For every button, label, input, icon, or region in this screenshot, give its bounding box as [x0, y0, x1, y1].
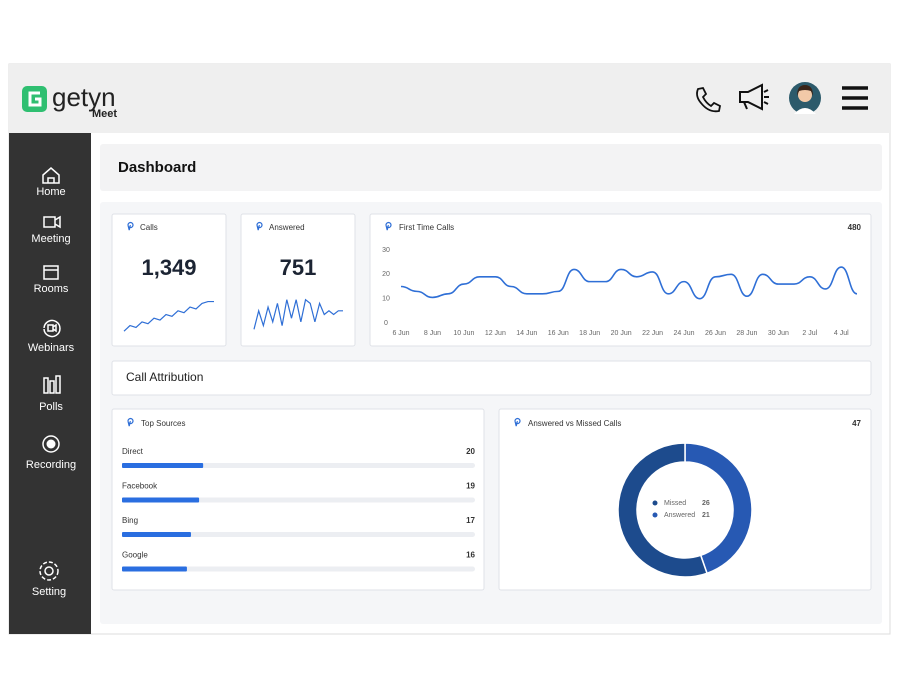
line-card — [369, 213, 872, 347]
nav-item[interactable]: Setting — [32, 586, 66, 598]
donut-slice — [617, 442, 708, 578]
pin-icons — [127, 221, 521, 427]
stat-value: 751 — [280, 255, 317, 280]
setting-gear — [39, 561, 59, 581]
x-tick-label: 18 Jun — [579, 330, 600, 337]
menu-icon[interactable] — [842, 86, 868, 110]
bar-label: Facebook — [122, 482, 158, 491]
nav-item[interactable]: Rooms — [34, 283, 69, 295]
avatar[interactable] — [789, 82, 821, 114]
x-tick-label: 6 Jun — [392, 330, 409, 337]
x-tick-label: 28 Jun — [736, 330, 757, 337]
meeting-icon — [43, 215, 61, 229]
x-tick-label: 2 Jul — [802, 330, 817, 337]
logo-text: getyn — [52, 82, 116, 112]
recording-dot — [46, 439, 56, 449]
bar-track — [122, 463, 475, 468]
bar-track — [122, 532, 475, 537]
bar-label: Direct — [122, 447, 144, 456]
announce-icon[interactable] — [739, 83, 769, 111]
card-title: Top Sources — [141, 419, 185, 428]
nav-item[interactable]: Polls — [39, 401, 63, 413]
y-tick-label: 20 — [382, 271, 390, 278]
legend-label: Missed — [664, 500, 686, 507]
legend-dot — [652, 512, 658, 518]
x-tick-label: 20 Jun — [611, 330, 632, 337]
x-tick-label: 4 Jul — [834, 330, 849, 337]
bar — [122, 532, 191, 537]
bar-value: 20 — [466, 447, 475, 456]
section-title: Call Attribution — [126, 370, 203, 384]
legend-label: Answered — [664, 512, 695, 519]
card-title: Calls — [140, 223, 158, 232]
bar-value: 19 — [466, 482, 475, 491]
bar-track — [122, 497, 475, 503]
nav-item[interactable]: Meeting — [31, 233, 70, 245]
donut-card — [498, 408, 872, 591]
x-tick-label: 8 Jun — [424, 330, 441, 337]
bar-value: 16 — [466, 551, 475, 560]
rooms-icon — [43, 265, 59, 280]
legend-value: 26 — [702, 500, 710, 507]
y-tick-label: 30 — [382, 247, 390, 254]
calls-card — [111, 213, 227, 347]
legend-dot — [652, 500, 658, 506]
home-icon — [42, 167, 60, 184]
sparkline — [123, 300, 214, 332]
top-bar — [9, 64, 890, 133]
webinars-icon — [43, 319, 61, 338]
avatar-body — [794, 108, 816, 114]
legend-value: 21 — [702, 512, 710, 519]
x-tick-label: 10 Jun — [453, 330, 474, 337]
y-tick-label: 10 — [382, 296, 390, 303]
x-tick-label: 22 Jun — [642, 330, 663, 337]
title-bar — [100, 144, 882, 191]
avatar-face — [798, 88, 812, 102]
avatar-hair — [797, 85, 813, 96]
sparkline — [253, 298, 343, 330]
card-title: First Time Calls — [399, 223, 454, 232]
logo-g — [28, 91, 42, 107]
bar — [122, 566, 187, 572]
x-tick-label: 16 Jun — [548, 330, 569, 337]
nav-item[interactable]: Recording — [26, 459, 76, 471]
card-title: Answered vs Missed Calls — [528, 419, 621, 428]
card-title: Answered — [269, 223, 305, 232]
x-tick-label: 26 Jun — [705, 330, 726, 337]
recording-ring — [42, 435, 60, 453]
bar-value: 17 — [466, 516, 475, 525]
bar — [122, 463, 204, 468]
x-tick-label: 12 Jun — [485, 330, 506, 337]
nav-item[interactable]: Home — [36, 186, 65, 198]
nav-item[interactable]: Webinars — [28, 342, 75, 354]
x-tick-label: 14 Jun — [516, 330, 537, 337]
line-series — [400, 266, 858, 300]
setting-center — [44, 566, 54, 576]
logo-mark — [22, 86, 47, 112]
bar-label: Bing — [122, 516, 138, 525]
x-tick-label: 30 Jun — [768, 330, 789, 337]
stat-value: 1,349 — [141, 255, 196, 280]
logo-sub: Meet — [92, 108, 117, 120]
x-tick-label: 24 Jun — [674, 330, 695, 337]
answered-card — [240, 213, 356, 347]
page-title: Dashboard — [118, 159, 196, 176]
y-tick-label: 0 — [384, 320, 388, 327]
bar — [122, 497, 200, 503]
bar-label: Google — [122, 551, 148, 560]
bar-track — [122, 566, 475, 572]
section-bar — [111, 360, 872, 396]
card-total: 47 — [852, 419, 861, 428]
card-total: 480 — [848, 223, 862, 232]
polls-icon — [43, 375, 61, 394]
logo[interactable]: getyn Meet — [22, 82, 117, 120]
phone-icon[interactable] — [696, 86, 722, 113]
